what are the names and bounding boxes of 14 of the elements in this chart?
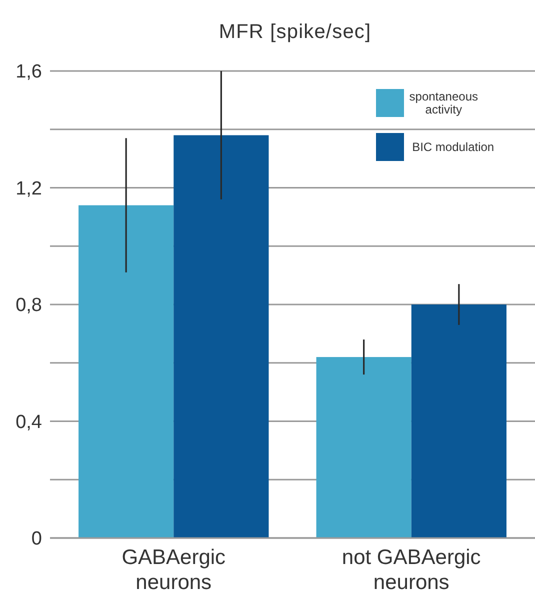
y-tick-label: 0,4 — [16, 412, 42, 433]
legend-label: spontaneous activity — [409, 90, 478, 117]
y-tick-label: 1,2 — [16, 178, 42, 200]
x-tick-label: not GABAergic neurons — [342, 546, 481, 594]
y-tick-label: 0 — [31, 528, 42, 550]
chart-title: MFR [spike/sec] — [218, 21, 372, 43]
bar — [411, 304, 506, 538]
y-tick-label: 0,8 — [16, 295, 42, 316]
legend-label: BIC modulation — [412, 140, 494, 154]
bar — [78, 205, 174, 538]
bar — [316, 357, 412, 538]
x-tick-label: GABAergic neurons — [122, 546, 226, 594]
y-tick-label: 1,6 — [16, 62, 42, 83]
bar — [174, 135, 269, 538]
